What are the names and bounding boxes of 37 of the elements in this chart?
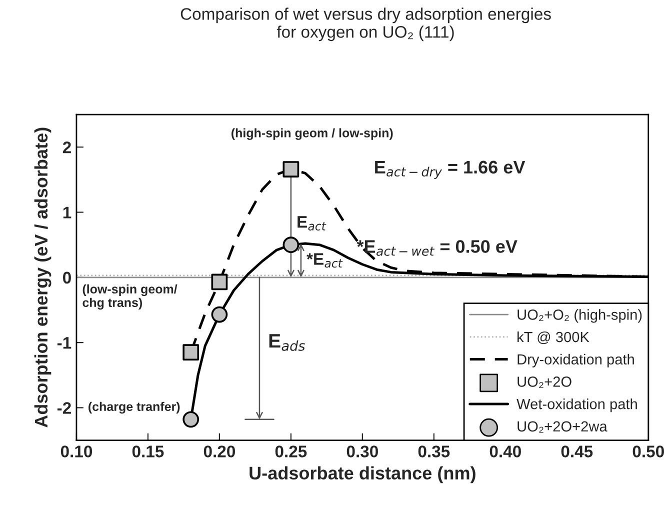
annotation: *E$_{act}$ (306, 253, 343, 268)
y-tick-label: 2 (62, 142, 71, 154)
x-tick-label: 0.30 (346, 446, 378, 458)
point (211, 306, 228, 323)
y-tick-label: -1 (57, 337, 72, 349)
annotation: E$_{act−dry}$ = 1.66 eV (375, 160, 526, 179)
x-tick-label: 0.10 (60, 446, 92, 458)
y-axis-title: Adsorption energy (eV / adsorbate) (34, 128, 52, 428)
point (182, 344, 200, 361)
y-tick-label: -2 (57, 402, 71, 414)
point (282, 236, 300, 254)
x-tick-label: 0.45 (561, 446, 593, 458)
x-tick-label: 0.15 (132, 446, 164, 458)
x-tick-label: 0.50 (632, 446, 664, 458)
annotation: E$_{act}$ (298, 216, 326, 231)
legend-label: UO₂+O₂ (high-spin) (518, 309, 642, 323)
point (211, 274, 228, 290)
annotation: *E$_{act−wet}$ = 0.50 eV (356, 240, 518, 256)
legend-label: UO₂+2O+2wa (518, 421, 608, 433)
point (282, 161, 300, 178)
x-axis-title: U-adsorbate distance (nm) (250, 466, 476, 484)
legend-label: Wet-oxidation path (516, 398, 637, 412)
annotation: E$_{ads}$ (269, 334, 306, 351)
legend-label: UO₂+2O (518, 376, 572, 388)
x-tick-label: 0.35 (418, 446, 450, 458)
legend-label: Dry-oxidation path (518, 354, 634, 368)
annotation: (charge tranfer) (88, 402, 180, 414)
legend-label: kT @ 300K (518, 331, 590, 344)
point (182, 411, 200, 428)
chart-title: Comparison of wet versus dry adsorption energies for oxygen on UO₂ (111) (180, 8, 551, 42)
y-tick-label: 0 (63, 272, 71, 284)
annotation: (high-spin geom / low-spin) (232, 128, 393, 140)
y-tick-label: 1 (63, 206, 72, 218)
x-tick-label: 0.40 (490, 446, 521, 458)
x-tick-label: 0.20 (204, 446, 235, 458)
annotation: (low-spin geom/ chg trans) (82, 284, 178, 310)
x-tick-label: 0.25 (275, 446, 307, 458)
